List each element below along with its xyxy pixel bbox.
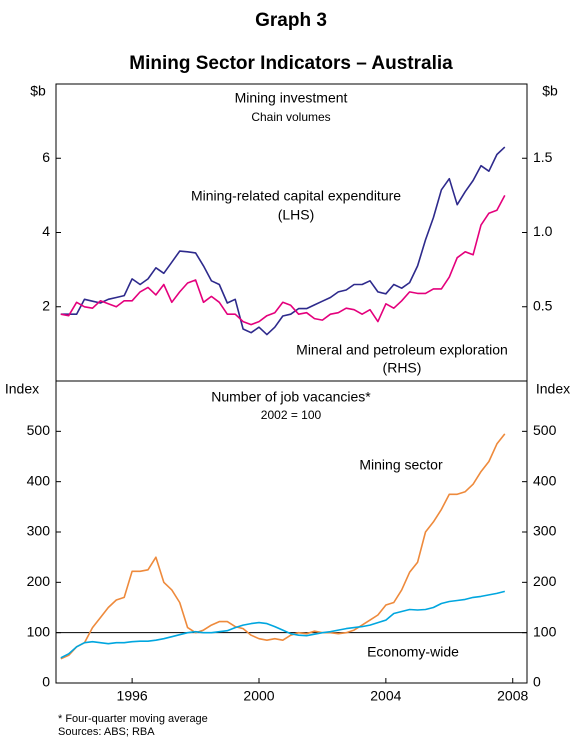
panel-subtitle: 2002 = 100	[261, 408, 322, 422]
series-label: Economy-wide	[367, 644, 459, 660]
x-tick-label: 2004	[370, 688, 401, 704]
series-label: Mineral and petroleum exploration	[296, 342, 508, 358]
y2-tick-label: 0.5	[533, 297, 553, 313]
y-tick-label: 500	[27, 422, 51, 438]
series-label: Mining-related capital expenditure	[191, 188, 401, 204]
series-axis-label: (LHS)	[278, 207, 315, 223]
series-line	[60, 146, 506, 336]
y2-axis-label: $b	[542, 83, 558, 99]
y-tick-label: 4	[42, 223, 50, 239]
y2-tick-label: 1.5	[533, 149, 553, 165]
y2-tick-label: 200	[533, 573, 557, 589]
x-tick-label: 2000	[243, 688, 274, 704]
y-tick-label: 300	[27, 523, 51, 539]
graph-subtitle: Mining Sector Indicators – Australia	[129, 53, 453, 74]
y2-tick-label: 500	[533, 422, 557, 438]
y-tick-label: 100	[27, 623, 51, 639]
x-tick-label: 2008	[497, 688, 528, 704]
panel-title: Mining investment	[235, 90, 348, 106]
y2-axis-label: Index	[536, 381, 570, 397]
graph-title: Graph 3	[255, 10, 327, 31]
panel-subtitle: Chain volumes	[251, 110, 330, 124]
y2-tick-label: 0	[533, 674, 541, 690]
series-axis-label: (RHS)	[383, 360, 422, 376]
series-line	[60, 433, 506, 660]
y-tick-label: 0	[42, 674, 50, 690]
y2-tick-label: 100	[533, 623, 557, 639]
y-tick-label: 400	[27, 472, 51, 488]
y-tick-label: 6	[42, 149, 50, 165]
y-axis-label: $b	[30, 83, 46, 99]
footnote: * Four-quarter moving average	[58, 713, 208, 725]
y-tick-label: 200	[27, 573, 51, 589]
y2-tick-label: 400	[533, 472, 557, 488]
series-line	[60, 195, 506, 326]
y2-tick-label: 300	[533, 523, 557, 539]
y-axis-label: Index	[5, 381, 39, 397]
y2-tick-label: 1.0	[533, 223, 553, 239]
source: Sources: ABS; RBA	[58, 726, 155, 738]
panel-title: Number of job vacancies*	[211, 389, 371, 405]
series-label: Mining sector	[359, 457, 443, 473]
x-tick-label: 1996	[117, 688, 148, 704]
y-tick-label: 2	[42, 297, 50, 313]
plot-frame	[55, 83, 528, 684]
series-line	[60, 590, 505, 659]
